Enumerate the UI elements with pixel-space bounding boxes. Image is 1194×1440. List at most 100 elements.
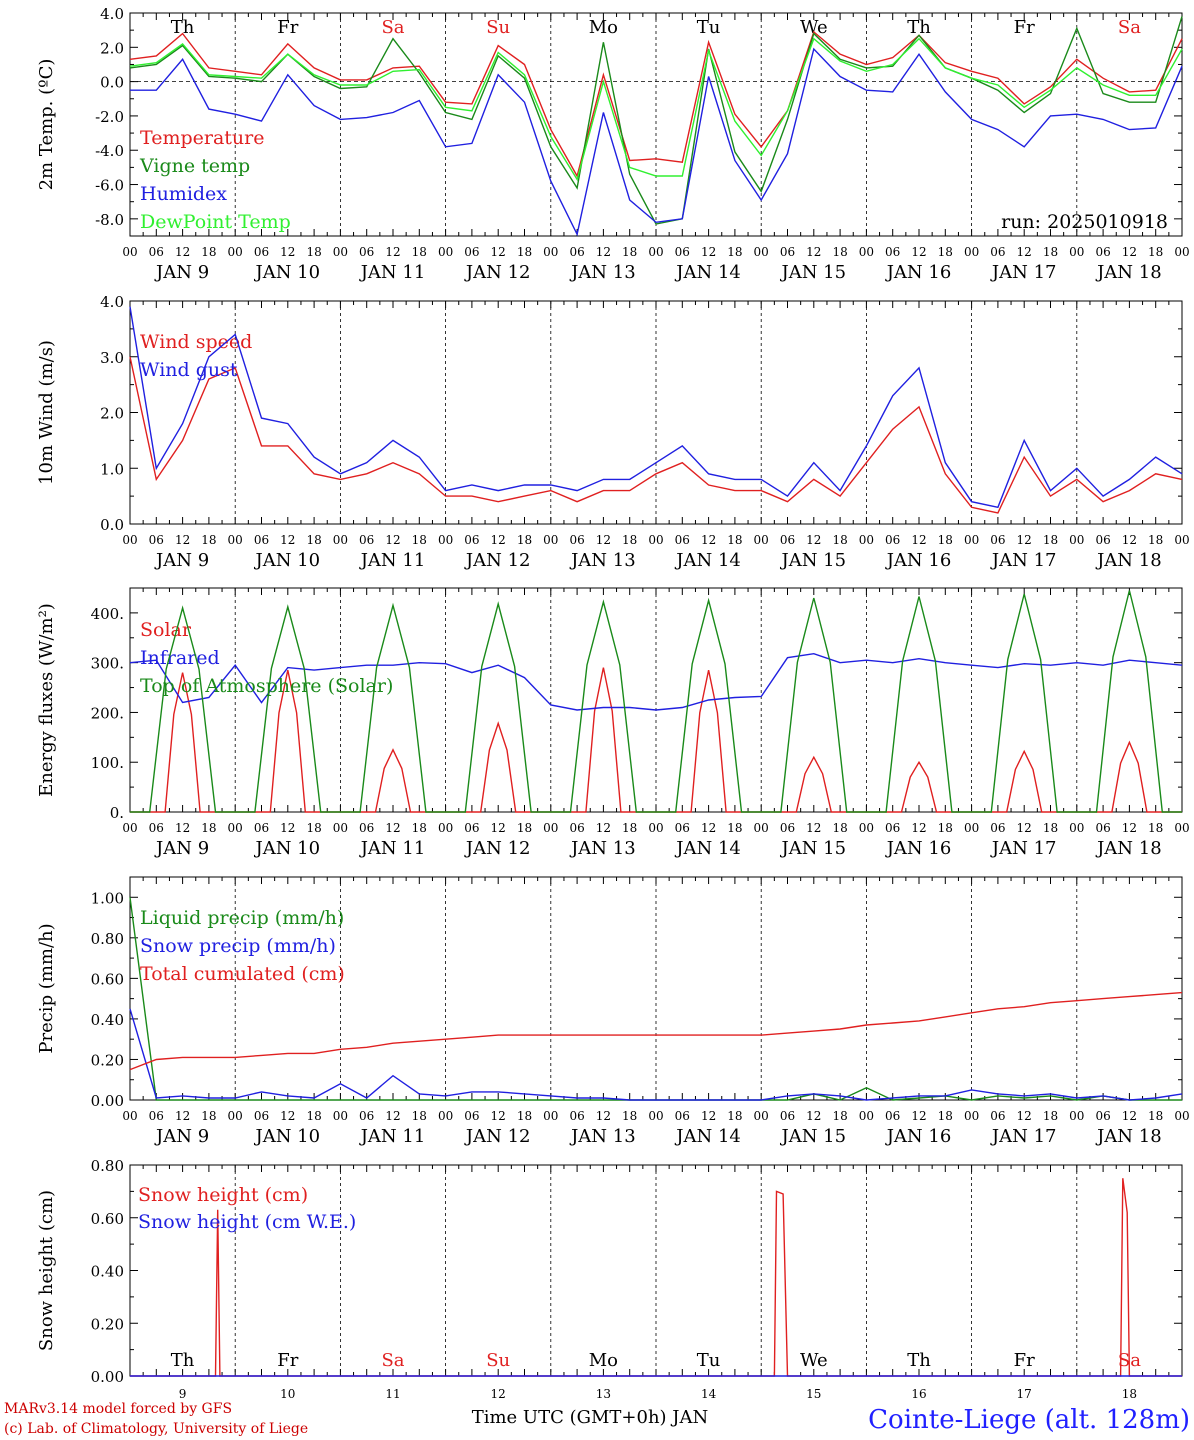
date-label: JAN 9 (154, 838, 209, 859)
hour-label: 06 (675, 1109, 690, 1123)
y-tick-label: 0.0 (100, 74, 124, 92)
date-label: JAN 17 (990, 262, 1057, 283)
series-line (130, 590, 1182, 813)
hour-label: 06 (149, 1109, 164, 1123)
date-label: JAN 12 (464, 1126, 531, 1147)
hour-label: 12 (280, 1109, 295, 1123)
hour-label: 18 (1043, 533, 1058, 547)
day-number-label: 9 (179, 1387, 187, 1401)
hour-label: 18 (306, 1109, 321, 1123)
hour-label: 06 (885, 821, 900, 835)
hour-label: 18 (938, 533, 953, 547)
day-name-label: Mo (589, 1350, 618, 1371)
hour-label: 18 (727, 245, 742, 259)
date-label: JAN 12 (464, 838, 531, 859)
hour-label: 00 (964, 821, 979, 835)
hour-label: 18 (201, 821, 216, 835)
date-label: JAN 10 (254, 262, 321, 283)
hour-label: 00 (1174, 821, 1189, 835)
day-name-label: Th (907, 1350, 931, 1371)
y-tick-label: 0.00 (91, 1368, 124, 1386)
date-label: JAN 9 (154, 262, 209, 283)
hour-label: 06 (780, 821, 795, 835)
day-name-label: Fr (1014, 17, 1035, 38)
hour-label: 18 (1043, 245, 1058, 259)
hour-label: 06 (1095, 533, 1110, 547)
hour-label: 18 (201, 245, 216, 259)
y-axis-title: 2m Temp. (ºC) (36, 59, 57, 191)
y-tick-label: 0.60 (91, 970, 124, 988)
date-label: JAN 17 (990, 1126, 1057, 1147)
hour-label: 18 (1148, 821, 1163, 835)
hour-label: 00 (1069, 245, 1084, 259)
hour-label: 00 (859, 245, 874, 259)
hour-label: 00 (333, 821, 348, 835)
day-name-label: Su (486, 17, 510, 38)
panel-temp: -8.0 -6.0 -4.0 -2.0 0.0 2.0 4.0 2m Temp. (ºC) 00… (36, 5, 1190, 283)
hour-label: 00 (964, 245, 979, 259)
hour-label: 00 (438, 1109, 453, 1123)
hour-label: 18 (306, 533, 321, 547)
y-tick-label: 300. (91, 655, 124, 673)
hour-label: 12 (701, 821, 716, 835)
hour-label: 00 (543, 1109, 558, 1123)
hour-label: 12 (175, 821, 190, 835)
hour-label: 12 (1017, 821, 1032, 835)
hour-label: 12 (175, 533, 190, 547)
hour-label: 06 (254, 821, 269, 835)
hour-label: 12 (1122, 1109, 1137, 1123)
hour-label: 12 (385, 533, 400, 547)
hour-label: 00 (122, 245, 137, 259)
date-label: JAN 10 (254, 838, 321, 859)
series-line (129, 1008, 1183, 1101)
hour-label: 00 (1069, 533, 1084, 547)
hour-label: 18 (1148, 533, 1163, 547)
date-label: JAN 18 (1095, 1126, 1162, 1147)
hour-label: 06 (569, 245, 584, 259)
hour-label: 06 (569, 821, 584, 835)
day-name-label: Sa (381, 17, 404, 38)
date-label: JAN 17 (990, 550, 1057, 571)
y-tick-label: 4.0 (100, 5, 124, 23)
y-tick-label: 0.00 (91, 1092, 124, 1110)
hour-label: 00 (1174, 1109, 1189, 1123)
day-name-label: Th (171, 17, 195, 38)
hour-label: 18 (832, 1109, 847, 1123)
hour-label: 06 (885, 533, 900, 547)
y-tick-label: 0.20 (91, 1315, 124, 1333)
hour-label: 06 (464, 821, 479, 835)
hour-label: 12 (1017, 533, 1032, 547)
hour-label: 18 (622, 1109, 637, 1123)
hour-label: 06 (1095, 245, 1110, 259)
hour-label: 18 (938, 245, 953, 259)
hour-label: 18 (201, 533, 216, 547)
y-tick-label: 0.40 (91, 1011, 124, 1029)
hour-label: 06 (464, 1109, 479, 1123)
panel-energy: 0. 100. 200. 300. 400. Energy fluxes (W/m²) 00… (36, 587, 1190, 859)
date-label: JAN 17 (990, 838, 1057, 859)
hour-label: 06 (990, 821, 1005, 835)
legend-entry: Liquid precip (mm/h) (140, 907, 344, 929)
station-name: Cointe-Liege (alt. 128m) (868, 1405, 1190, 1435)
hour-label: 12 (806, 821, 821, 835)
y-tick-label: 0.40 (91, 1263, 124, 1281)
x-axis-title: Time UTC (GMT+0h) JAN (472, 1407, 709, 1428)
hour-label: 18 (412, 245, 427, 259)
hour-label: 12 (385, 821, 400, 835)
hour-label: 12 (491, 245, 506, 259)
hour-label: 06 (675, 245, 690, 259)
hour-label: 12 (1122, 533, 1137, 547)
date-label: JAN 18 (1095, 262, 1162, 283)
hour-label: 00 (333, 533, 348, 547)
hour-label: 12 (596, 1109, 611, 1123)
hour-label: 12 (280, 821, 295, 835)
hour-label: 06 (1095, 1109, 1110, 1123)
day-number-label: 15 (806, 1387, 821, 1401)
hour-label: 00 (122, 821, 137, 835)
hour-label: 06 (990, 1109, 1005, 1123)
date-label: JAN 14 (674, 550, 741, 571)
hour-label: 00 (543, 245, 558, 259)
legend-entry: Snow precip (mm/h) (140, 935, 336, 957)
date-label: JAN 13 (569, 262, 636, 283)
series-line (129, 37, 1183, 182)
